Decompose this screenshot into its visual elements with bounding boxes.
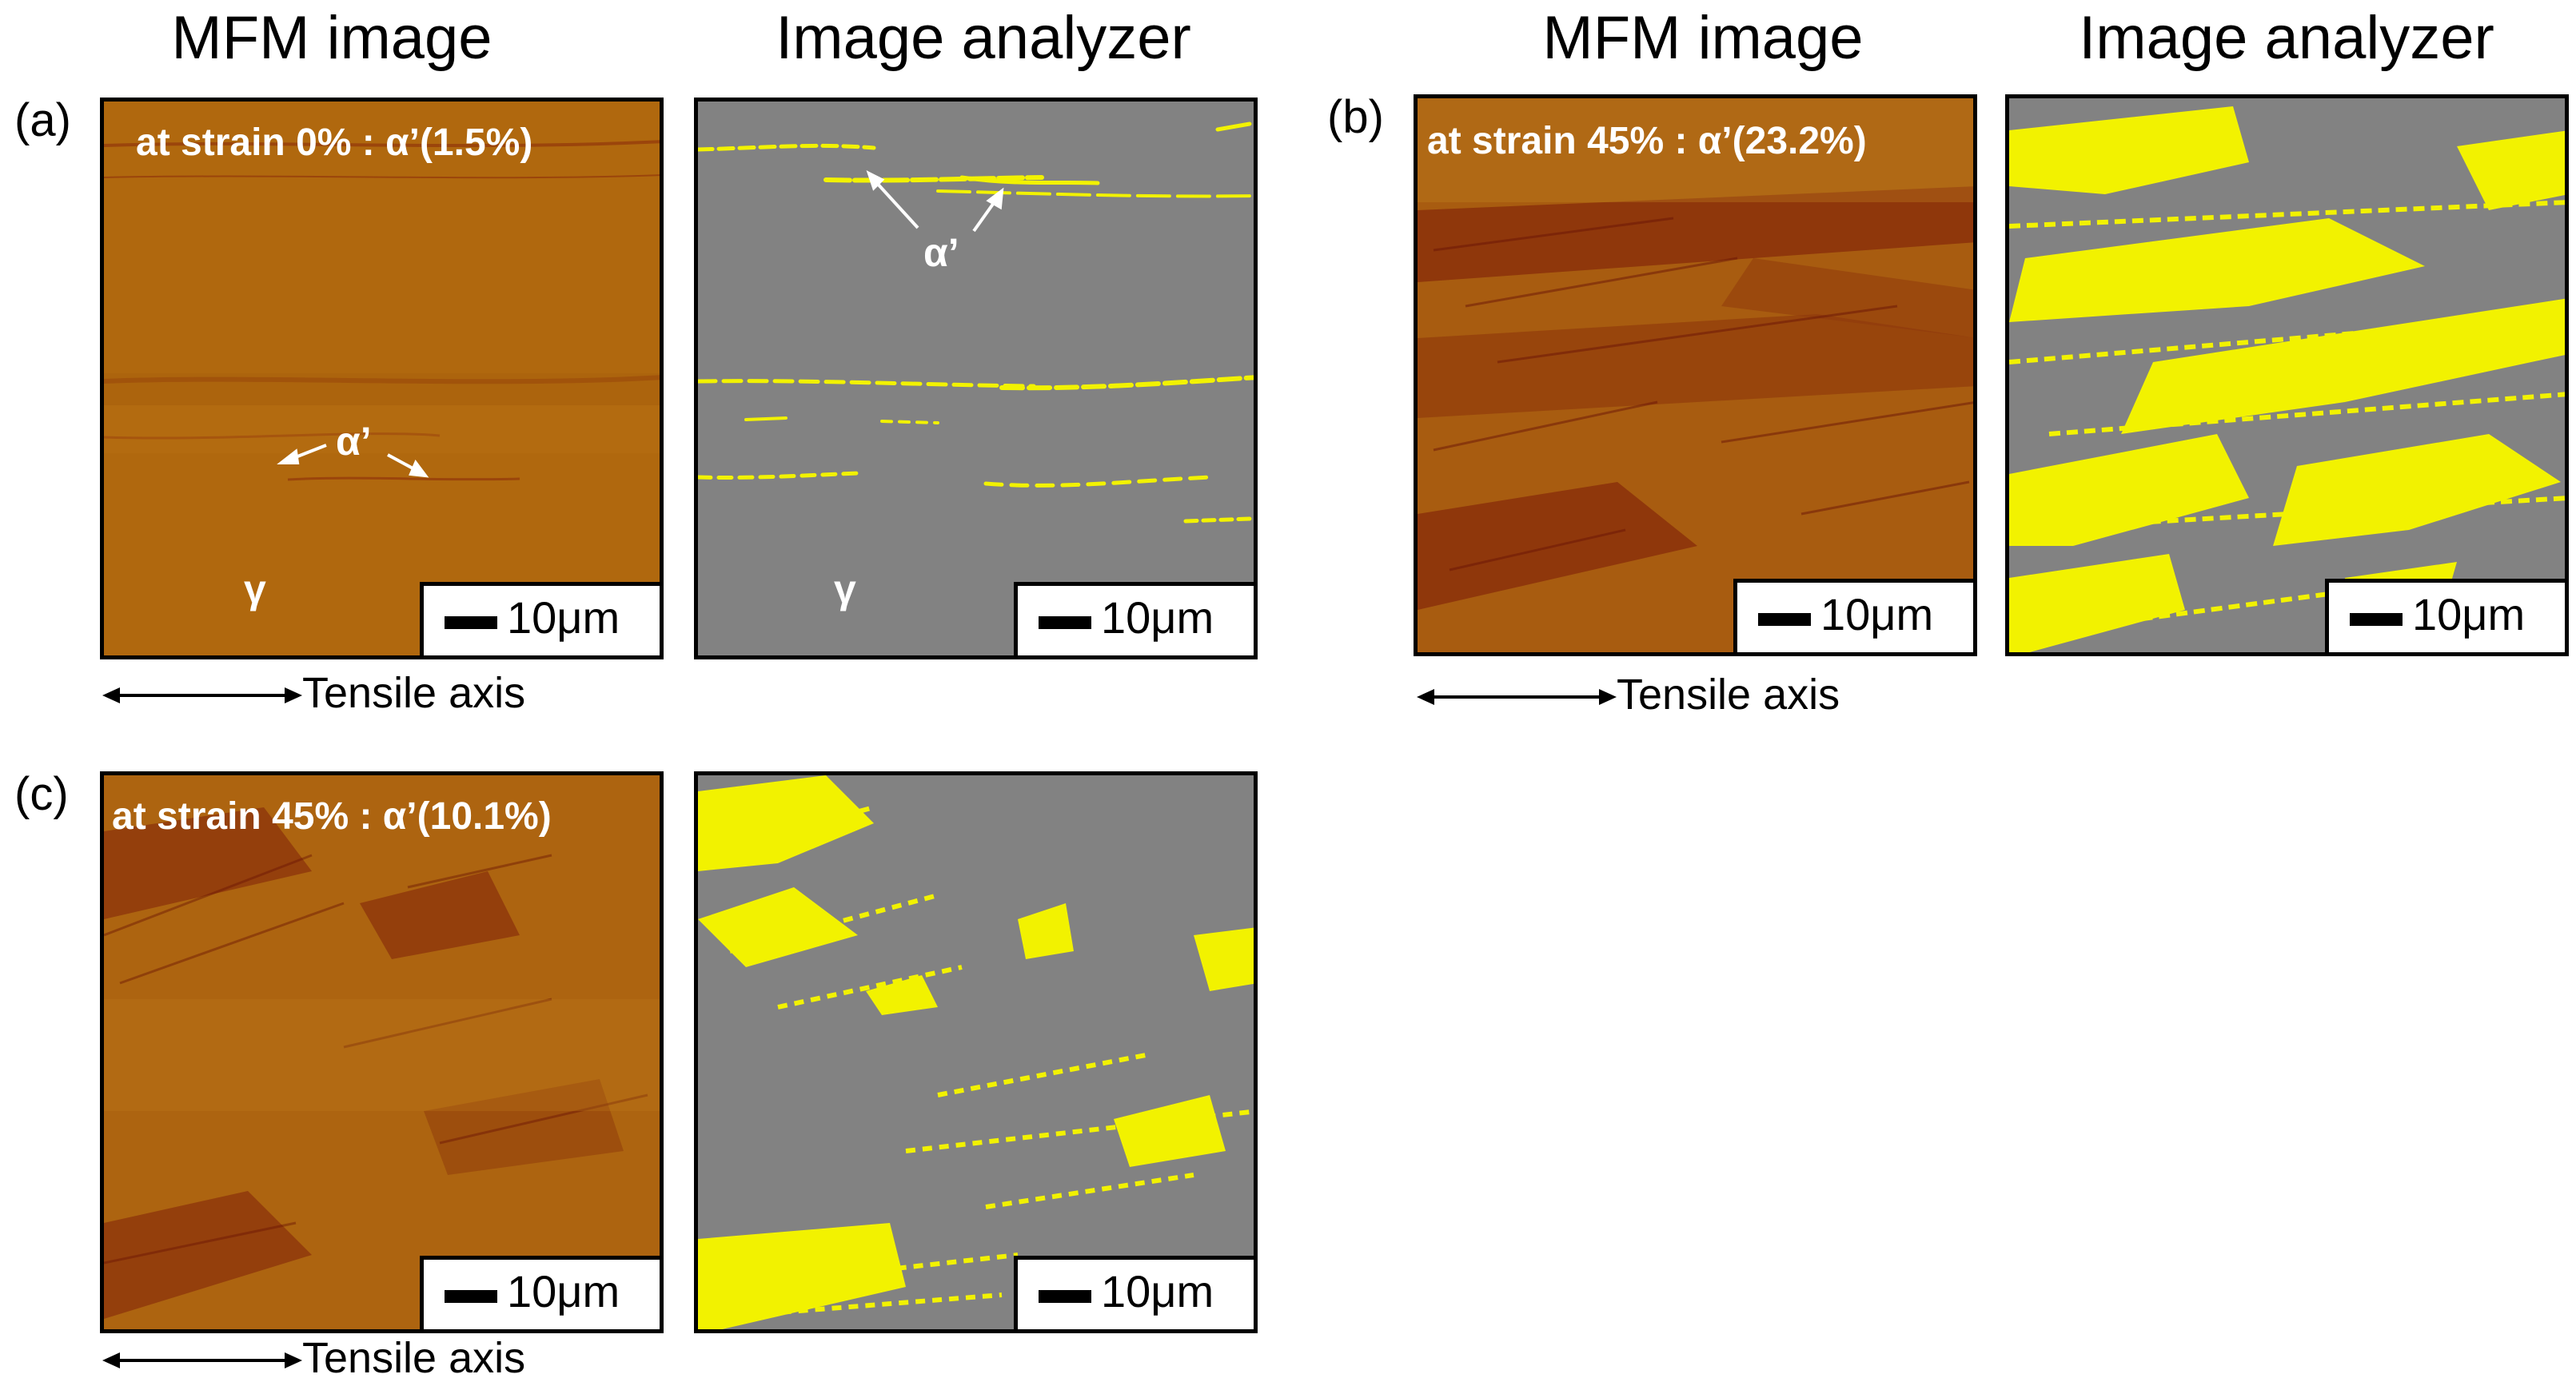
- alpha-arrows-analyzer-a: [866, 170, 1004, 233]
- title-mfm-b: MFM image: [1542, 4, 1864, 72]
- tensile-axis-label: Tensile axis: [302, 669, 526, 717]
- tensile-axis-label: Tensile axis: [1617, 671, 1840, 719]
- panel-label-c: (c): [14, 768, 69, 820]
- double-arrow-icon: [102, 1352, 302, 1368]
- analyzer-texture-a: [698, 121, 1254, 524]
- panel-label-b: (b): [1327, 91, 1384, 143]
- mfm-texture-b: [1418, 98, 1973, 652]
- scale-bar-line: [445, 1290, 497, 1303]
- scale-bar-text: 10μm: [1101, 1266, 1214, 1316]
- gamma-label-a: γ: [244, 567, 266, 611]
- scale-bar-mfm-b: 10μm: [1733, 579, 1973, 652]
- scale-bar-line: [1758, 613, 1811, 626]
- scale-bar-mfm-c: 10μm: [420, 1256, 660, 1329]
- alpha-label-a: α’: [336, 419, 372, 464]
- condition-label-c: at strain 45% : α’(10.1%): [112, 795, 552, 838]
- scale-bar-analyzer-b: 10μm: [2325, 579, 2565, 652]
- scale-bar-text: 10μm: [507, 592, 620, 643]
- scale-bar-analyzer-c: 10μm: [1014, 1256, 1254, 1329]
- scale-bar-line: [2350, 613, 2403, 626]
- analyzer-image-a: α’ γ 10μm: [694, 98, 1258, 659]
- alpha-label-analyzer-a: α’: [923, 230, 959, 275]
- analyzer-image-b: 10μm: [2005, 94, 2569, 656]
- title-analyzer-b: Image analyzer: [2079, 4, 2494, 72]
- mfm-image-b: at strain 45% : α’(23.2%) 10μm: [1414, 94, 1977, 656]
- condition-label-b: at strain 45% : α’(23.2%): [1427, 120, 1867, 162]
- scale-bar-line: [445, 616, 497, 629]
- mfm-texture-a: [104, 140, 660, 481]
- title-analyzer-a: Image analyzer: [776, 4, 1191, 72]
- gamma-label-analyzer-a: γ: [834, 567, 856, 611]
- analyzer-image-c: 10μm: [694, 771, 1258, 1333]
- scale-bar-text: 10μm: [2412, 589, 2526, 639]
- scale-bar-text: 10μm: [507, 1266, 620, 1316]
- scale-bar-line: [1039, 616, 1091, 629]
- tensile-axis-label: Tensile axis: [302, 1334, 526, 1382]
- analyzer-texture-c: [698, 775, 1254, 1329]
- scale-bar-text: 10μm: [1101, 592, 1214, 643]
- tensile-axis-b: Tensile axis: [1417, 673, 1912, 721]
- condition-label-a: at strain 0% : α’(1.5%): [136, 121, 533, 164]
- title-mfm-a: MFM image: [171, 4, 492, 72]
- tensile-axis-a: Tensile axis: [102, 671, 598, 719]
- tensile-axis-c: Tensile axis: [102, 1336, 598, 1384]
- analyzer-texture-b: [2009, 106, 2565, 652]
- scale-bar-line: [1039, 1290, 1091, 1303]
- scale-bar-text: 10μm: [1820, 589, 1934, 639]
- mfm-image-c: at strain 45% : α’(10.1%) 10μm: [100, 771, 664, 1333]
- double-arrow-icon: [1417, 689, 1617, 705]
- alpha-arrows-a: [277, 444, 429, 478]
- mfm-texture-c: [104, 807, 660, 1319]
- scale-bar-mfm-a: 10μm: [420, 582, 660, 655]
- panel-label-a: (a): [14, 94, 71, 146]
- scale-bar-analyzer-a: 10μm: [1014, 582, 1254, 655]
- mfm-image-a: at strain 0% : α’(1.5%) α’ γ 10μm: [100, 98, 664, 659]
- double-arrow-icon: [102, 687, 302, 703]
